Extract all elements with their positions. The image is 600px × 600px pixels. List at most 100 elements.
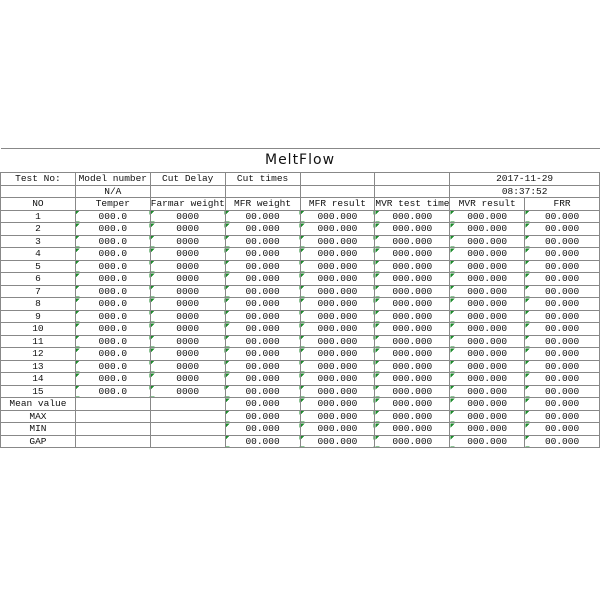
row-label: Mean value [0,397,76,411]
data-row: 14 000.0 0000 00.000 000.000 000.000 000.000 00… [0,372,600,386]
value-cell: 0000 [149,247,226,261]
value-cell: 000.000 [449,409,526,423]
data-row: 10 000.0 0000 00.000 000.000 000.000 000.000 00… [0,322,600,336]
value-cell: 000.000 [449,284,526,298]
value-cell: 00.000 [224,422,301,436]
row-label: MIN [0,422,76,436]
value-cell: 000.000 [374,222,451,236]
data-row: MIN 00.000 000.000 000.000 000.000 00.000 [0,422,600,436]
value-cell: 00.000 [524,297,600,311]
value-cell: 000.0 [74,322,151,336]
value-cell: 00.000 [224,209,301,223]
value-cell: 000.000 [374,209,451,223]
value-cell: 000.000 [374,434,451,448]
value-cell: 000.000 [374,234,451,248]
value-cell: 000.000 [299,334,376,348]
value-cell: 00.000 [524,234,600,248]
value-cell: 0000 [149,359,226,373]
cell [0,184,76,198]
column-header: FRR [524,197,600,211]
value-cell: 00.000 [224,397,301,411]
value-cell: 00.000 [224,222,301,236]
row-label: 14 [0,372,76,386]
value-cell: 0000 [149,272,226,286]
value-cell: 000.000 [299,347,376,361]
data-row: 7 000.0 0000 00.000 000.000 000.000 000.000 00.… [0,284,600,298]
row-label: 15 [0,384,76,398]
value-cell: 000.000 [374,359,451,373]
value-cell: 00.000 [524,209,600,223]
value-cell: 00.000 [524,247,600,261]
value-cell: 00.000 [524,259,600,273]
value-cell [149,409,226,423]
sheet: MeltFlow Test No: Model number Cut Delay… [0,148,600,448]
value-cell: 000.0 [74,359,151,373]
value-cell: 000.0 [74,259,151,273]
value-cell [74,409,151,423]
value-cell: 000.000 [299,234,376,248]
value-cell: 000.000 [449,434,526,448]
value-cell: 000.000 [374,259,451,273]
row-label: 4 [0,247,76,261]
value-cell: 000.000 [449,272,526,286]
value-cell: 000.000 [374,409,451,423]
header-row: NO Temper Farmar weight MFR weight MFR resul… [0,197,600,211]
data-row: 8 000.0 0000 00.000 000.000 000.000 000.000 00.… [0,297,600,311]
model: N/A [74,184,151,198]
column-header: MVR test time [374,197,451,211]
row-label: 7 [0,284,76,298]
value-cell: 0000 [149,322,226,336]
value-cell: 00.000 [224,247,301,261]
data-row: 2 000.0 0000 00.000 000.000 000.000 000.000 00.… [0,222,600,236]
value-cell: 00.000 [224,259,301,273]
value-cell: 000.000 [299,434,376,448]
value-cell: 00.000 [224,409,301,423]
value-cell: 000.000 [374,247,451,261]
column-header: NO [0,197,76,211]
row-label: 3 [0,234,76,248]
time: 08:37:52 [449,184,600,198]
value-cell: 00.000 [524,284,600,298]
title-row: MeltFlow [0,148,600,173]
value-cell: 000.000 [449,397,526,411]
cell [374,184,451,198]
value-cell: 000.000 [299,409,376,423]
value-cell: 00.000 [224,334,301,348]
row-label: 8 [0,297,76,311]
value-cell: 00.000 [224,359,301,373]
value-cell: 000.000 [374,347,451,361]
cell [299,184,376,198]
row-label: 13 [0,359,76,373]
value-cell: 000.000 [449,297,526,311]
data-row: 9 000.0 0000 00.000 000.000 000.000 000.000 00.… [0,309,600,323]
value-cell: 0000 [149,334,226,348]
value-cell: 00.000 [524,372,600,386]
value-cell: 000.000 [299,372,376,386]
value-cell: 0000 [149,372,226,386]
value-cell: 0000 [149,234,226,248]
value-cell: 000.000 [299,284,376,298]
value-cell: 000.000 [449,347,526,361]
cell [224,184,301,198]
value-cell: 000.000 [374,372,451,386]
value-cell: 00.000 [224,309,301,323]
cell [149,184,226,198]
value-cell: 000.000 [299,209,376,223]
data-row: 3 000.0 0000 00.000 000.000 000.000 000.000 00.… [0,234,600,248]
value-cell: 00.000 [524,272,600,286]
value-cell: 00.000 [224,284,301,298]
value-cell: 000.000 [374,272,451,286]
info-row: Test No: Model number Cut Delay Cut time… [0,172,600,186]
value-cell: 000.000 [299,384,376,398]
value-cell: 000.000 [299,422,376,436]
value-cell: 000.0 [74,284,151,298]
value-cell: 0000 [149,384,226,398]
data-row: 12 000.0 0000 00.000 000.000 000.000 000.000 00… [0,347,600,361]
value-cell: 000.000 [449,422,526,436]
value-cell: 000.000 [449,247,526,261]
value-cell: 0000 [149,284,226,298]
value-cell: 00.000 [524,322,600,336]
data-row: 5 000.0 0000 00.000 000.000 000.000 000.000 00.… [0,259,600,273]
data-row: MAX 00.000 000.000 000.000 000.000 00.000 [0,409,600,423]
